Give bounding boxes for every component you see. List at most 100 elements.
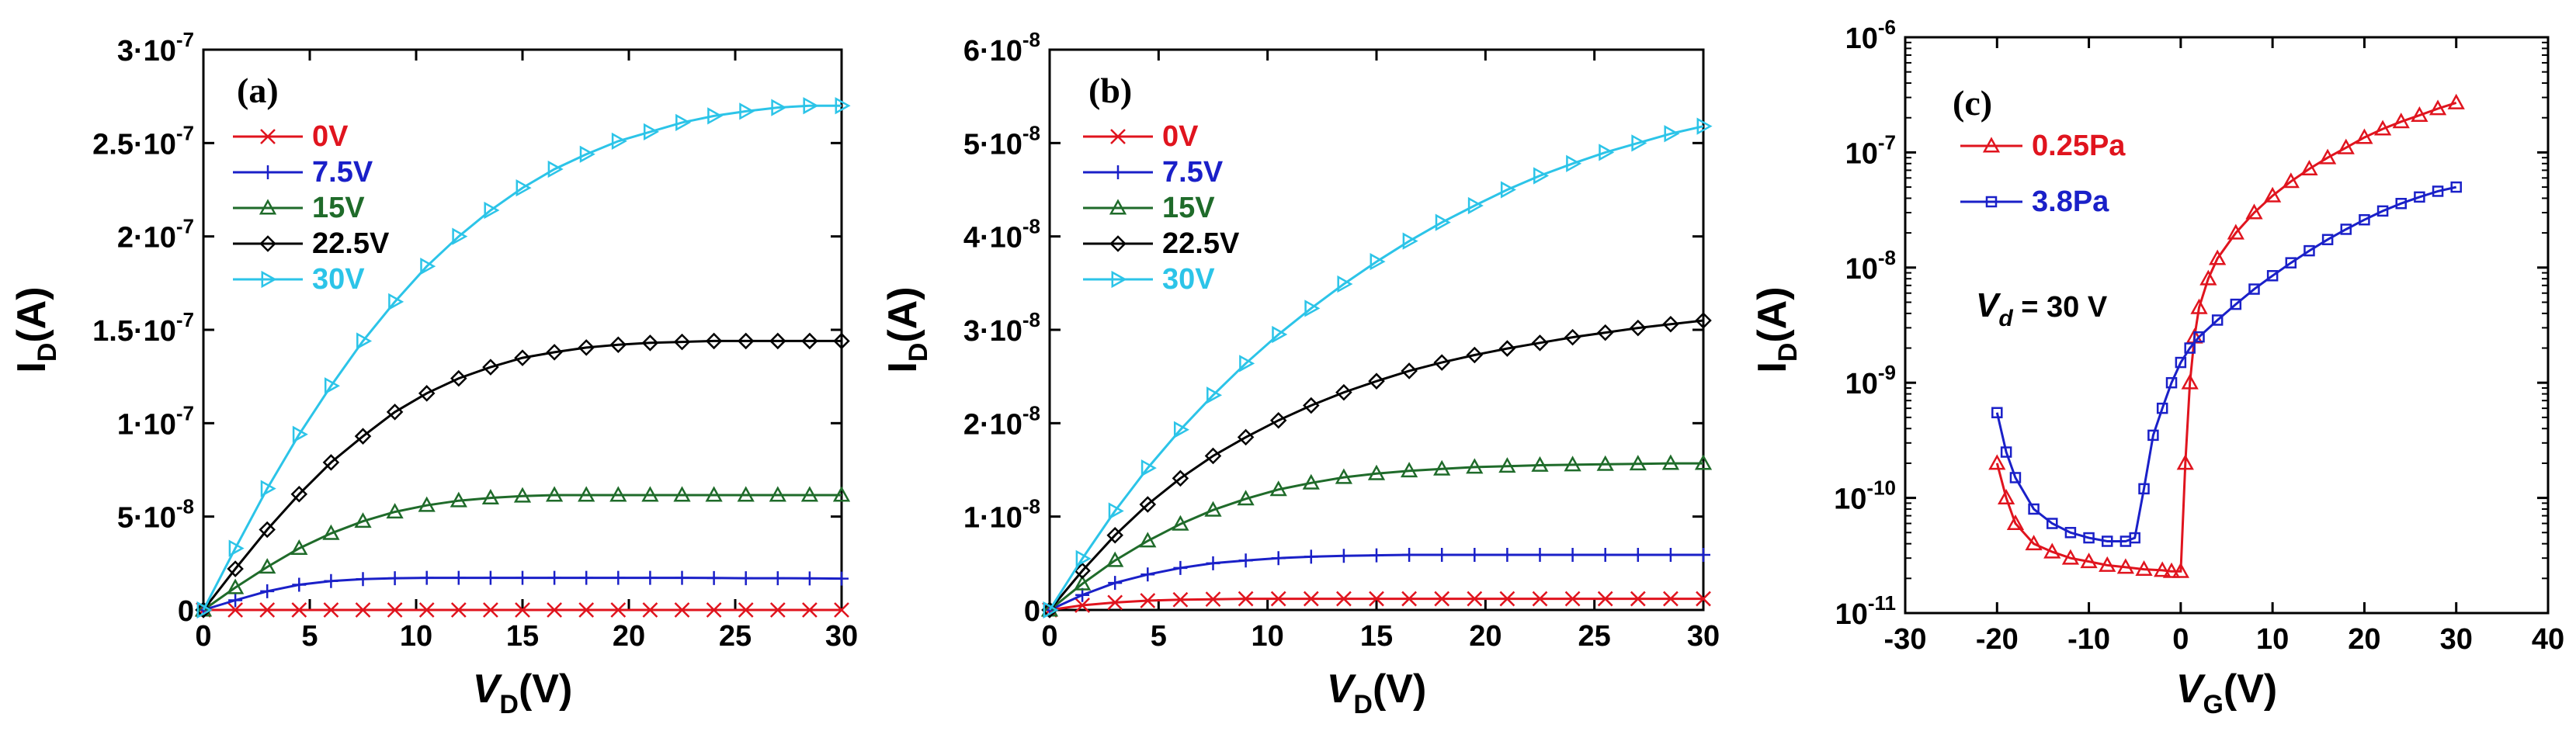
data-point-15V xyxy=(1596,455,1614,471)
x-tick-label: 25 xyxy=(1578,620,1611,653)
data-point-22.5V xyxy=(1303,397,1320,414)
data-point-15V xyxy=(386,503,404,519)
data-point-22.5V xyxy=(705,332,723,350)
legend-marker-30V xyxy=(261,270,277,289)
data-point-3.8Pa xyxy=(2432,185,2444,197)
data-point-30V xyxy=(1075,549,1092,567)
data-point-30V xyxy=(1533,167,1550,185)
svg-text:ID(A): ID(A) xyxy=(9,286,62,372)
data-point-3.8Pa xyxy=(1991,407,2003,418)
data-point-0V xyxy=(1140,593,1156,608)
data-point-7.5V xyxy=(579,570,594,585)
data-point-30V xyxy=(1043,601,1059,619)
data-point-7.5V xyxy=(1565,548,1580,563)
data-point-3.8Pa xyxy=(2138,483,2150,495)
data-point-15V xyxy=(290,539,308,556)
data-point-0.25Pa xyxy=(2006,514,2025,530)
data-point-30V xyxy=(324,377,340,395)
data-point-15V xyxy=(513,487,532,503)
data-point-0V xyxy=(1172,591,1189,608)
data-point-0.25Pa xyxy=(2043,542,2061,559)
data-point-22.5V xyxy=(1368,372,1385,390)
data-point-15V xyxy=(1498,457,1516,473)
data-point-30V xyxy=(1140,459,1157,477)
data-point-22.5V xyxy=(1172,469,1189,487)
data-point-0V xyxy=(1238,591,1254,607)
legend-label-15V: 15V xyxy=(312,192,365,224)
data-point-7.5V xyxy=(324,573,338,588)
data-point-22.5V xyxy=(1564,328,1581,346)
x-tick-label: 10 xyxy=(400,620,432,653)
data-point-0V xyxy=(1434,591,1450,607)
data-point-3.8Pa xyxy=(2340,223,2352,235)
legend-label-30V: 30V xyxy=(1162,263,1215,296)
data-point-22.5V xyxy=(1433,354,1450,371)
panel-b-xlabel-sub: D xyxy=(1353,690,1373,719)
x-tick-label: -30 xyxy=(1884,623,1927,656)
data-point-0.25Pa xyxy=(2392,113,2410,129)
data-point-15V xyxy=(418,496,436,512)
data-point-7.5V xyxy=(260,584,275,598)
data-point-0.25Pa xyxy=(2025,535,2043,551)
data-point-30V xyxy=(260,480,276,497)
panel-c-ylabel-main: I xyxy=(1750,362,1795,372)
data-point-7.5V xyxy=(1696,548,1710,563)
data-point-0V xyxy=(1499,591,1515,607)
panel-b-ylabel-main: I xyxy=(880,362,925,372)
data-point-30V xyxy=(1272,325,1288,344)
x-tick-label: 10 xyxy=(2256,623,2289,656)
data-point-0.25Pa xyxy=(2154,561,2172,577)
data-point-15V xyxy=(545,486,564,502)
data-point-0.25Pa xyxy=(2373,120,2392,136)
y-tick-label: 10-8 xyxy=(1845,246,1896,286)
data-point-3.8Pa xyxy=(2248,283,2260,295)
data-point-3.8Pa xyxy=(2184,342,2196,354)
data-point-15V xyxy=(673,486,691,502)
legend-marker-30V xyxy=(1111,270,1127,289)
data-point-15V xyxy=(1433,459,1451,476)
data-point-0.25Pa xyxy=(2199,269,2217,286)
data-point-15V xyxy=(769,486,786,502)
legend-marker-3.8Pa xyxy=(1985,196,1998,208)
data-point-15V xyxy=(1073,574,1092,591)
panel-a-ylabel-unit: (A) xyxy=(9,286,54,342)
data-point-30V xyxy=(675,113,692,131)
data-point-7.5V xyxy=(483,570,498,585)
data-point-0.25Pa xyxy=(2209,249,2227,265)
data-point-15V xyxy=(1040,601,1059,617)
data-point-22.5V xyxy=(1498,340,1516,357)
panel-c-xlabel-main: V xyxy=(2176,667,2206,712)
series-line-15V xyxy=(203,494,842,612)
panel-c-legend: 0.25Pa 3.8Pa xyxy=(1960,130,2126,218)
data-point-22.5V xyxy=(322,454,340,471)
data-point-3.8Pa xyxy=(2359,213,2370,226)
data-point-30V xyxy=(1599,144,1615,161)
data-point-0V xyxy=(450,602,467,618)
data-point-7.5V xyxy=(1630,548,1645,563)
data-point-3.8Pa xyxy=(2156,402,2168,414)
data-point-22.5V xyxy=(1695,312,1712,329)
panel-b-frame xyxy=(1048,48,1705,612)
data-point-7.5V xyxy=(1140,567,1155,582)
x-tick-label: -20 xyxy=(1976,623,2019,656)
data-point-3.8Pa xyxy=(2211,314,2224,326)
data-point-15V xyxy=(578,486,595,502)
data-point-22.5V xyxy=(227,560,244,577)
data-point-0.25Pa xyxy=(2318,148,2337,165)
panel-a-label: (a) xyxy=(237,71,279,110)
panel-a-xlabel-sub: D xyxy=(499,690,519,719)
panel-a-ylabel-sub: D xyxy=(33,343,62,362)
series-line-22.5V xyxy=(202,339,842,611)
x-tick-label: 20 xyxy=(2348,623,2380,656)
data-point-0V xyxy=(515,602,530,618)
data-point-0.25Pa xyxy=(2356,128,2373,144)
panel-c-label: (c) xyxy=(1953,83,1992,123)
y-tick-label: 6·10-8 xyxy=(963,28,1040,68)
data-point-30V xyxy=(516,178,532,197)
data-point-3.8Pa xyxy=(2303,244,2315,257)
data-point-7.5V xyxy=(1598,548,1613,563)
data-point-7.5V xyxy=(1370,548,1383,563)
data-point-3.8Pa xyxy=(2147,429,2159,442)
x-tick-label: 5 xyxy=(301,620,318,653)
